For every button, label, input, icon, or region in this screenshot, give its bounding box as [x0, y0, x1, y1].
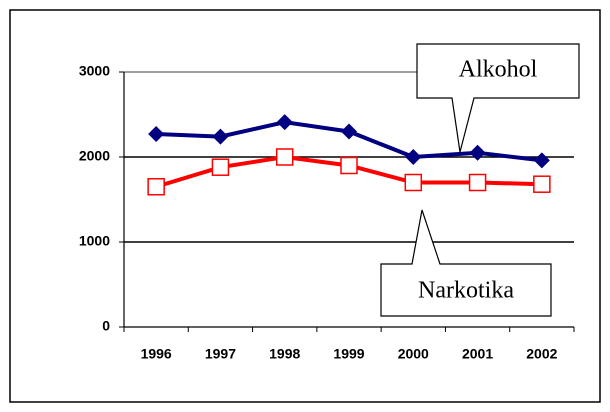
marker [533, 152, 550, 169]
marker [404, 173, 423, 192]
y-tick-label: 1000 [79, 233, 110, 249]
x-tick-label: 1997 [205, 346, 236, 362]
marker [148, 126, 165, 143]
marker [212, 128, 229, 145]
x-tick-label: 2000 [398, 346, 429, 362]
callout-box [380, 209, 552, 317]
plot-area: 0 1000 2000 3000 1996 1997 1998 1999 2000 2001 200… [79, 63, 575, 362]
x-tick-label: 2002 [526, 346, 557, 362]
callout-label: Narkotika [418, 278, 514, 304]
marker [468, 173, 487, 192]
marker [147, 178, 165, 196]
marker [211, 158, 230, 176]
x-tick-label: 1998 [269, 346, 300, 362]
marker [340, 156, 358, 175]
marker [533, 175, 551, 193]
x-tick-label: 1999 [333, 346, 364, 362]
x-tick-label: 2001 [462, 346, 493, 362]
y-tick-label: 2000 [79, 148, 110, 164]
callout-box [416, 43, 580, 153]
marker [275, 148, 294, 166]
marker [405, 149, 422, 165]
callout-label: Alkohol [459, 57, 538, 83]
marker [469, 144, 486, 161]
narkotika-callout: Narkotika [380, 209, 552, 317]
y-tick-label: 0 [102, 318, 110, 334]
marker [276, 114, 293, 131]
x-tick-label: 1996 [141, 346, 172, 362]
y-tick-label: 3000 [79, 63, 110, 79]
alkohol-callout: Alkohol [416, 43, 580, 153]
marker [341, 123, 357, 140]
